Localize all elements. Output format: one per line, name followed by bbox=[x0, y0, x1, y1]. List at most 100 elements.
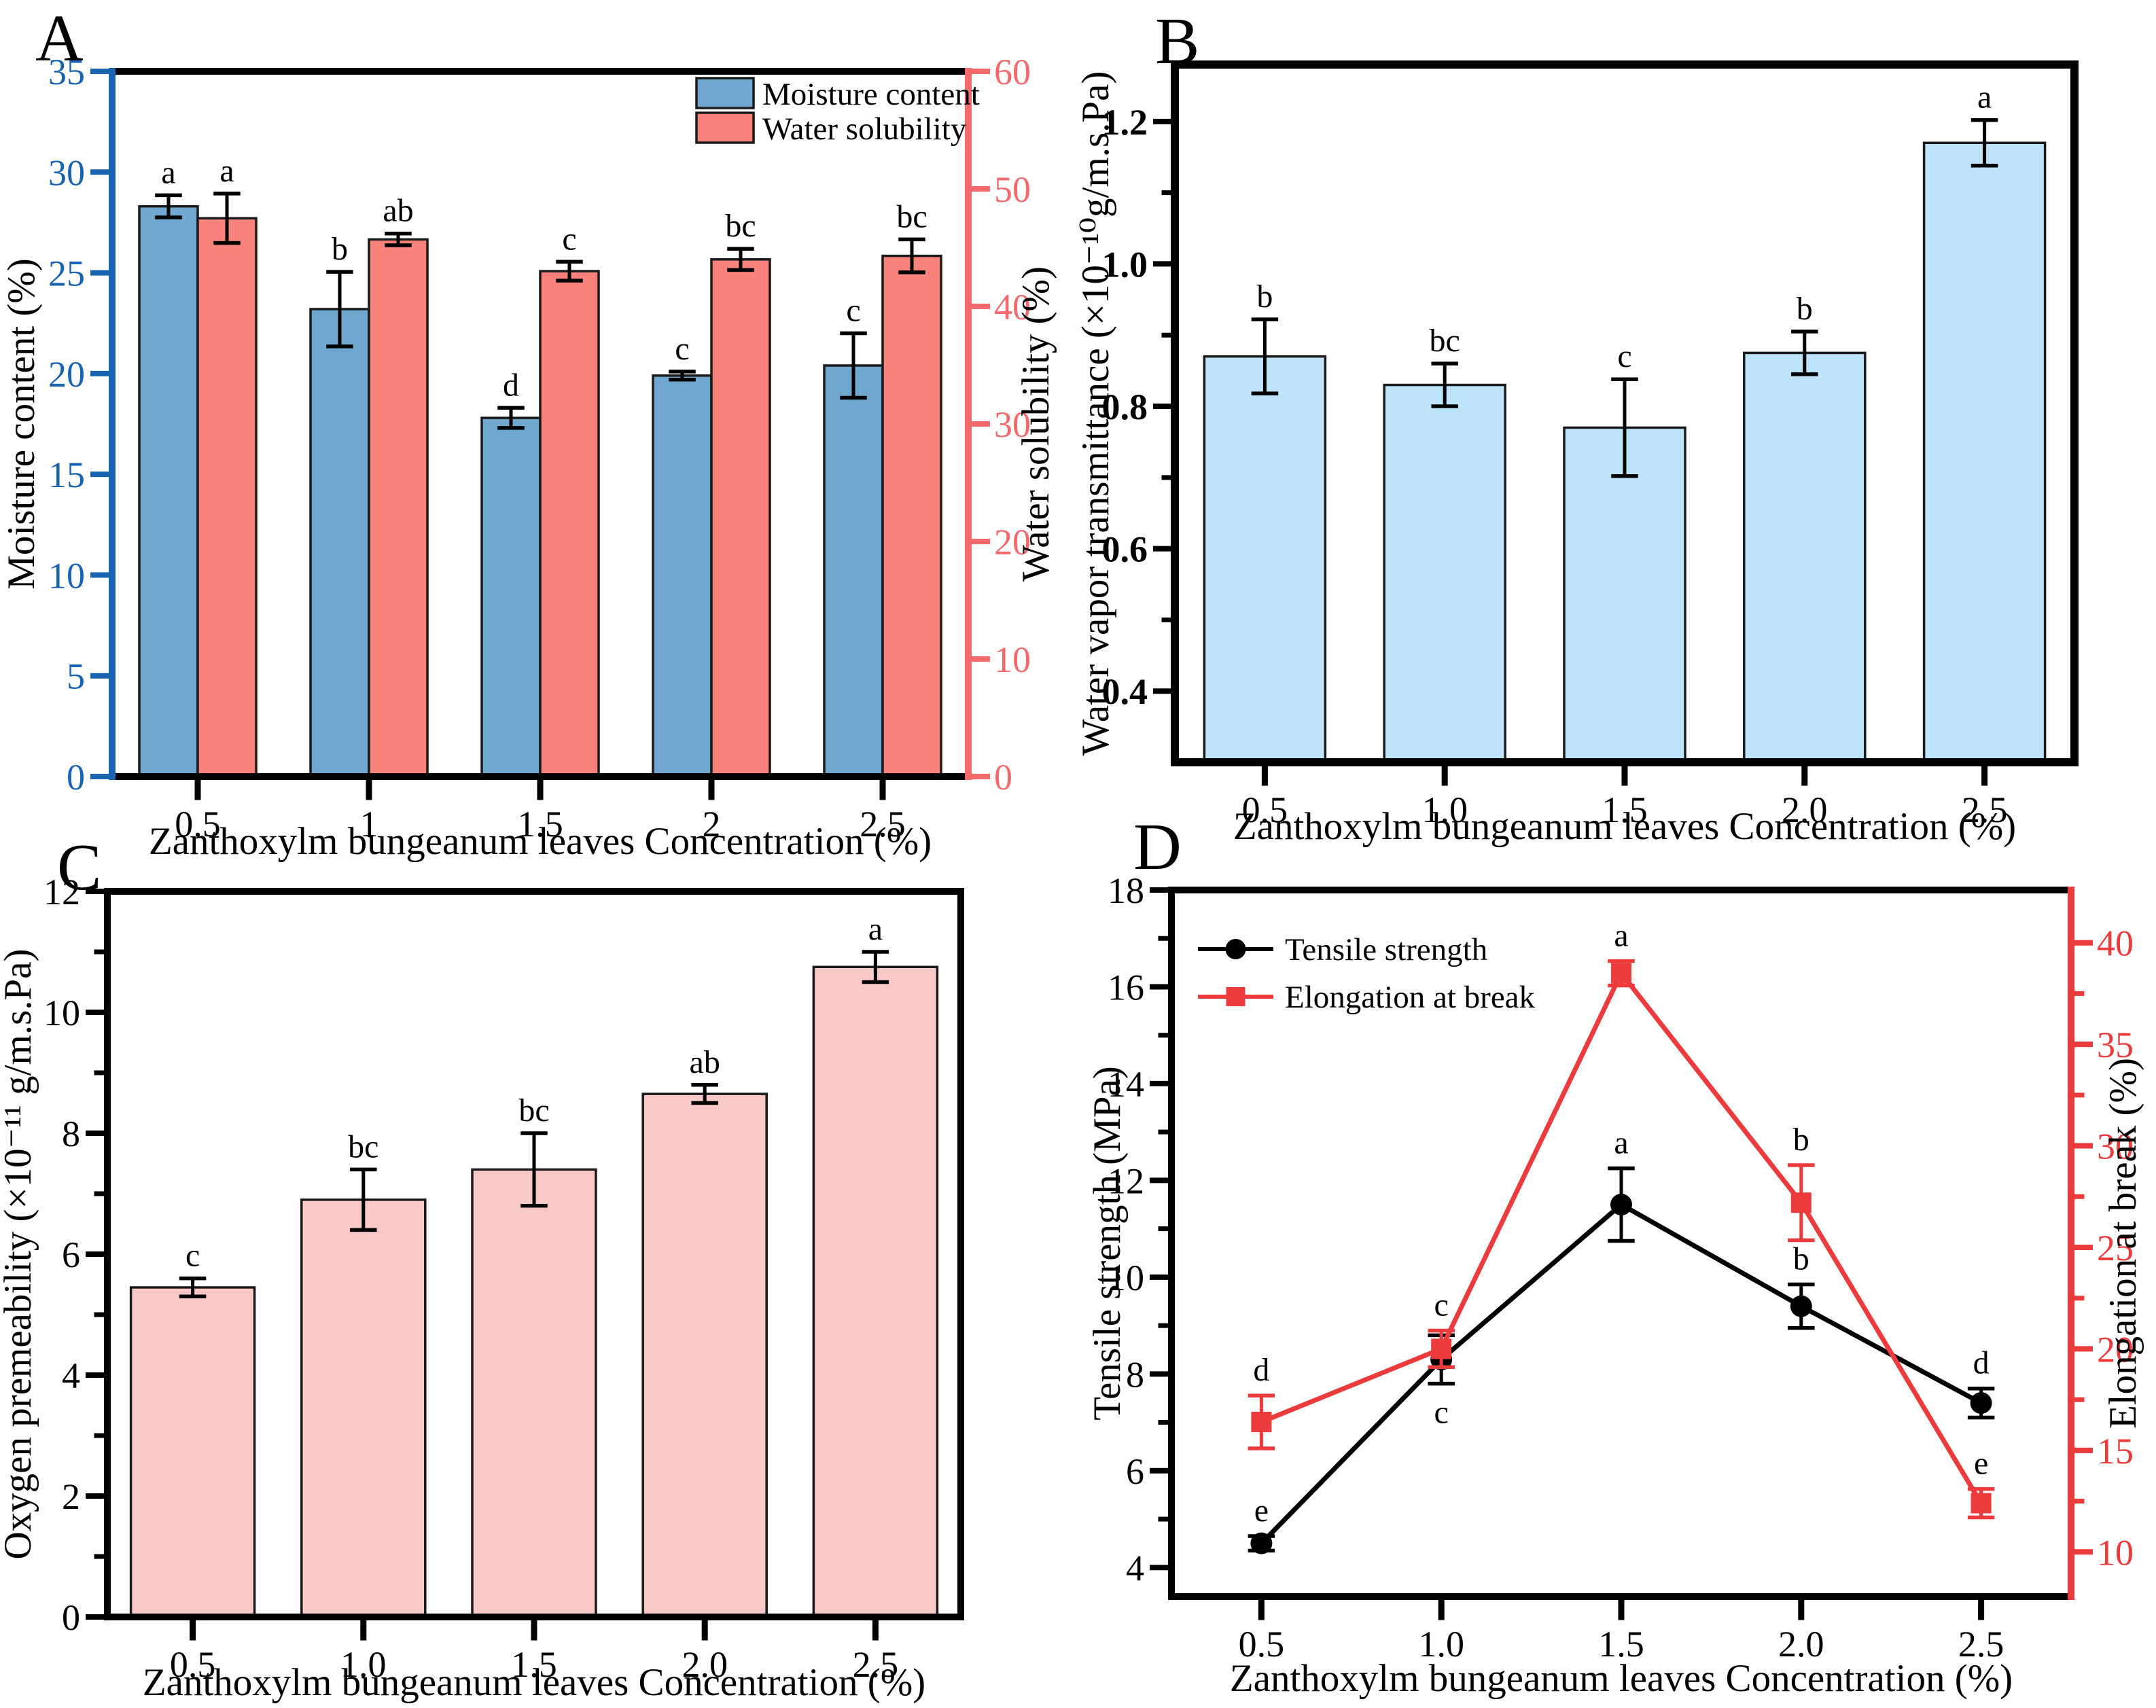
sig-letter: c bbox=[1434, 1395, 1449, 1431]
tick-label-right: 20 bbox=[994, 522, 1031, 563]
legend-swatch bbox=[695, 111, 755, 144]
xaxis-title-a: Zanthoxylm bungeanum leaves Concentratio… bbox=[148, 820, 932, 863]
tick-label-x: 2.5 bbox=[1958, 1624, 2004, 1665]
tick-label-left: 0 bbox=[67, 757, 85, 798]
sig-letter: bc bbox=[725, 208, 756, 244]
bar-B-0-3 bbox=[1743, 351, 1867, 764]
sig-letter: e bbox=[1254, 1493, 1269, 1529]
tick-label-x: 2 bbox=[703, 804, 721, 844]
sig-letter: c bbox=[846, 293, 860, 329]
tick-label-x: 1.0 bbox=[1418, 1624, 1464, 1665]
yaxis-title-left: Water vapor transmittance (×10⁻¹⁰g/m.s.P… bbox=[1078, 71, 1117, 756]
tick-label-x: 1 bbox=[360, 804, 378, 844]
tick-label-right: 15 bbox=[2097, 1431, 2134, 1472]
legend-marker-circle bbox=[1225, 939, 1246, 959]
sig-letter: a bbox=[868, 911, 883, 947]
sig-letter: bc bbox=[1430, 323, 1460, 359]
tick-label-right: 30 bbox=[994, 404, 1031, 445]
yaxis-title-left: Oxygen premeability (×10⁻¹¹ g/m.s.Pa) bbox=[0, 948, 39, 1559]
sig-letter: a bbox=[1614, 1125, 1628, 1161]
legend-label: Moisture content bbox=[762, 77, 980, 112]
bar-C-0-3 bbox=[641, 1092, 768, 1618]
xaxis-title-d: Zanthoxylm bungeanum leaves Concentratio… bbox=[1229, 1657, 2013, 1700]
sig-letter: c bbox=[562, 221, 576, 257]
bar-A-1-3 bbox=[710, 258, 771, 778]
sig-letter: c bbox=[675, 331, 689, 367]
panel-letter-c: C bbox=[57, 831, 102, 904]
panel-letter-d: D bbox=[1133, 811, 1182, 884]
tick-label-left: 4 bbox=[1126, 1548, 1144, 1588]
bar-A-0-0 bbox=[138, 204, 199, 778]
bar-B-0-4 bbox=[1922, 141, 2047, 764]
legend-marker-square bbox=[1226, 987, 1245, 1006]
tick-label-x: 2.5 bbox=[860, 804, 906, 844]
marker-circle bbox=[1610, 1194, 1632, 1216]
tick-label-x: 2.0 bbox=[1782, 789, 1828, 830]
legend-label: Elongation at break bbox=[1285, 980, 1536, 1015]
bar-C-0-1 bbox=[300, 1198, 427, 1618]
marker-square bbox=[1611, 963, 1631, 984]
marker-circle bbox=[1790, 1295, 1812, 1317]
sig-letter: d bbox=[503, 367, 519, 403]
marker-circle bbox=[1970, 1392, 1992, 1415]
sig-letter: bc bbox=[348, 1128, 378, 1164]
bar-B-0-2 bbox=[1563, 426, 1686, 764]
tick-label-left: 30 bbox=[48, 152, 85, 193]
tick-label-left: 4 bbox=[62, 1355, 80, 1396]
sig-letter: a bbox=[219, 153, 234, 189]
tick-label-left: 14 bbox=[1108, 1064, 1144, 1105]
tick-label-left: 12 bbox=[1108, 1160, 1144, 1201]
tick-label-right: 35 bbox=[2097, 1025, 2134, 1065]
sig-letter: a bbox=[161, 154, 175, 190]
sig-letter: b bbox=[332, 231, 348, 267]
sig-letter: b bbox=[1793, 1122, 1809, 1158]
tick-label-right: 40 bbox=[994, 287, 1031, 327]
tick-label-left: 8 bbox=[62, 1114, 80, 1154]
marker-square bbox=[1431, 1338, 1452, 1359]
tick-label-x: 0.5 bbox=[175, 804, 221, 844]
yaxis-title-right: Water solubility (%) bbox=[1014, 266, 1057, 582]
tick-label-left: 25 bbox=[48, 253, 85, 294]
bar-C-0-0 bbox=[129, 1286, 256, 1618]
tick-label-x: 2.5 bbox=[1962, 789, 2008, 830]
sig-letter: c bbox=[1617, 338, 1631, 374]
panel-c-svg: c bc bc ab a 0 2 4 6 8 10 12 0.5 1.0 1.5 2.0 2.5 Oxygen p… bbox=[0, 872, 964, 1685]
sig-letter: d bbox=[1973, 1345, 1990, 1381]
tick-label-left: 0 bbox=[62, 1597, 80, 1638]
bar-A-0-3 bbox=[652, 374, 713, 778]
tick-label-right: 50 bbox=[994, 169, 1031, 210]
bar-A-1-2 bbox=[539, 270, 600, 778]
marker-square bbox=[1251, 1411, 1272, 1432]
sig-letter: c bbox=[1434, 1287, 1449, 1323]
yaxis-title-right: Elongation at break (%) bbox=[2102, 1058, 2144, 1429]
tick-label-x: 0.5 bbox=[1239, 1624, 1285, 1665]
tick-label-left: 1.2 bbox=[1102, 102, 1148, 143]
tick-label-x: 1.0 bbox=[1421, 789, 1468, 830]
tick-label-x: 0.5 bbox=[170, 1644, 216, 1685]
marker-square bbox=[1971, 1493, 1992, 1514]
sig-letter: b bbox=[1797, 291, 1813, 327]
sig-letter: bc bbox=[518, 1092, 549, 1128]
legend-swatch bbox=[695, 77, 755, 109]
bar-C-0-2 bbox=[471, 1168, 597, 1618]
bar-A-0-1 bbox=[309, 308, 370, 778]
sig-letter: c bbox=[185, 1238, 200, 1274]
tick-label-x: 1.0 bbox=[340, 1644, 387, 1685]
tick-label-left: 0.6 bbox=[1102, 529, 1148, 570]
tick-label-right: 20 bbox=[2097, 1329, 2134, 1370]
bar-A-1-4 bbox=[881, 254, 942, 778]
sig-letter: d bbox=[1253, 1352, 1269, 1388]
tick-label-left: 18 bbox=[1108, 870, 1144, 911]
tick-label-right: 30 bbox=[2097, 1126, 2134, 1167]
yaxis-title-left: Tensile strength (MPa) bbox=[1086, 1066, 1129, 1421]
tick-label-left: 1.0 bbox=[1102, 244, 1148, 285]
tick-label-left: 12 bbox=[43, 872, 80, 912]
plot-B: b bc c b a 0.4 0.6 0.8 1.0 1.2 0.5 1.0 1.5 2.0 2.5 Wate… bbox=[1078, 60, 2079, 830]
tick-label-x: 2.5 bbox=[853, 1644, 899, 1685]
marker-square bbox=[1790, 1192, 1812, 1213]
tick-label-left: 2 bbox=[62, 1476, 80, 1517]
tick-label-x: 2.0 bbox=[682, 1644, 728, 1685]
tick-label-x: 1.5 bbox=[1602, 789, 1648, 830]
